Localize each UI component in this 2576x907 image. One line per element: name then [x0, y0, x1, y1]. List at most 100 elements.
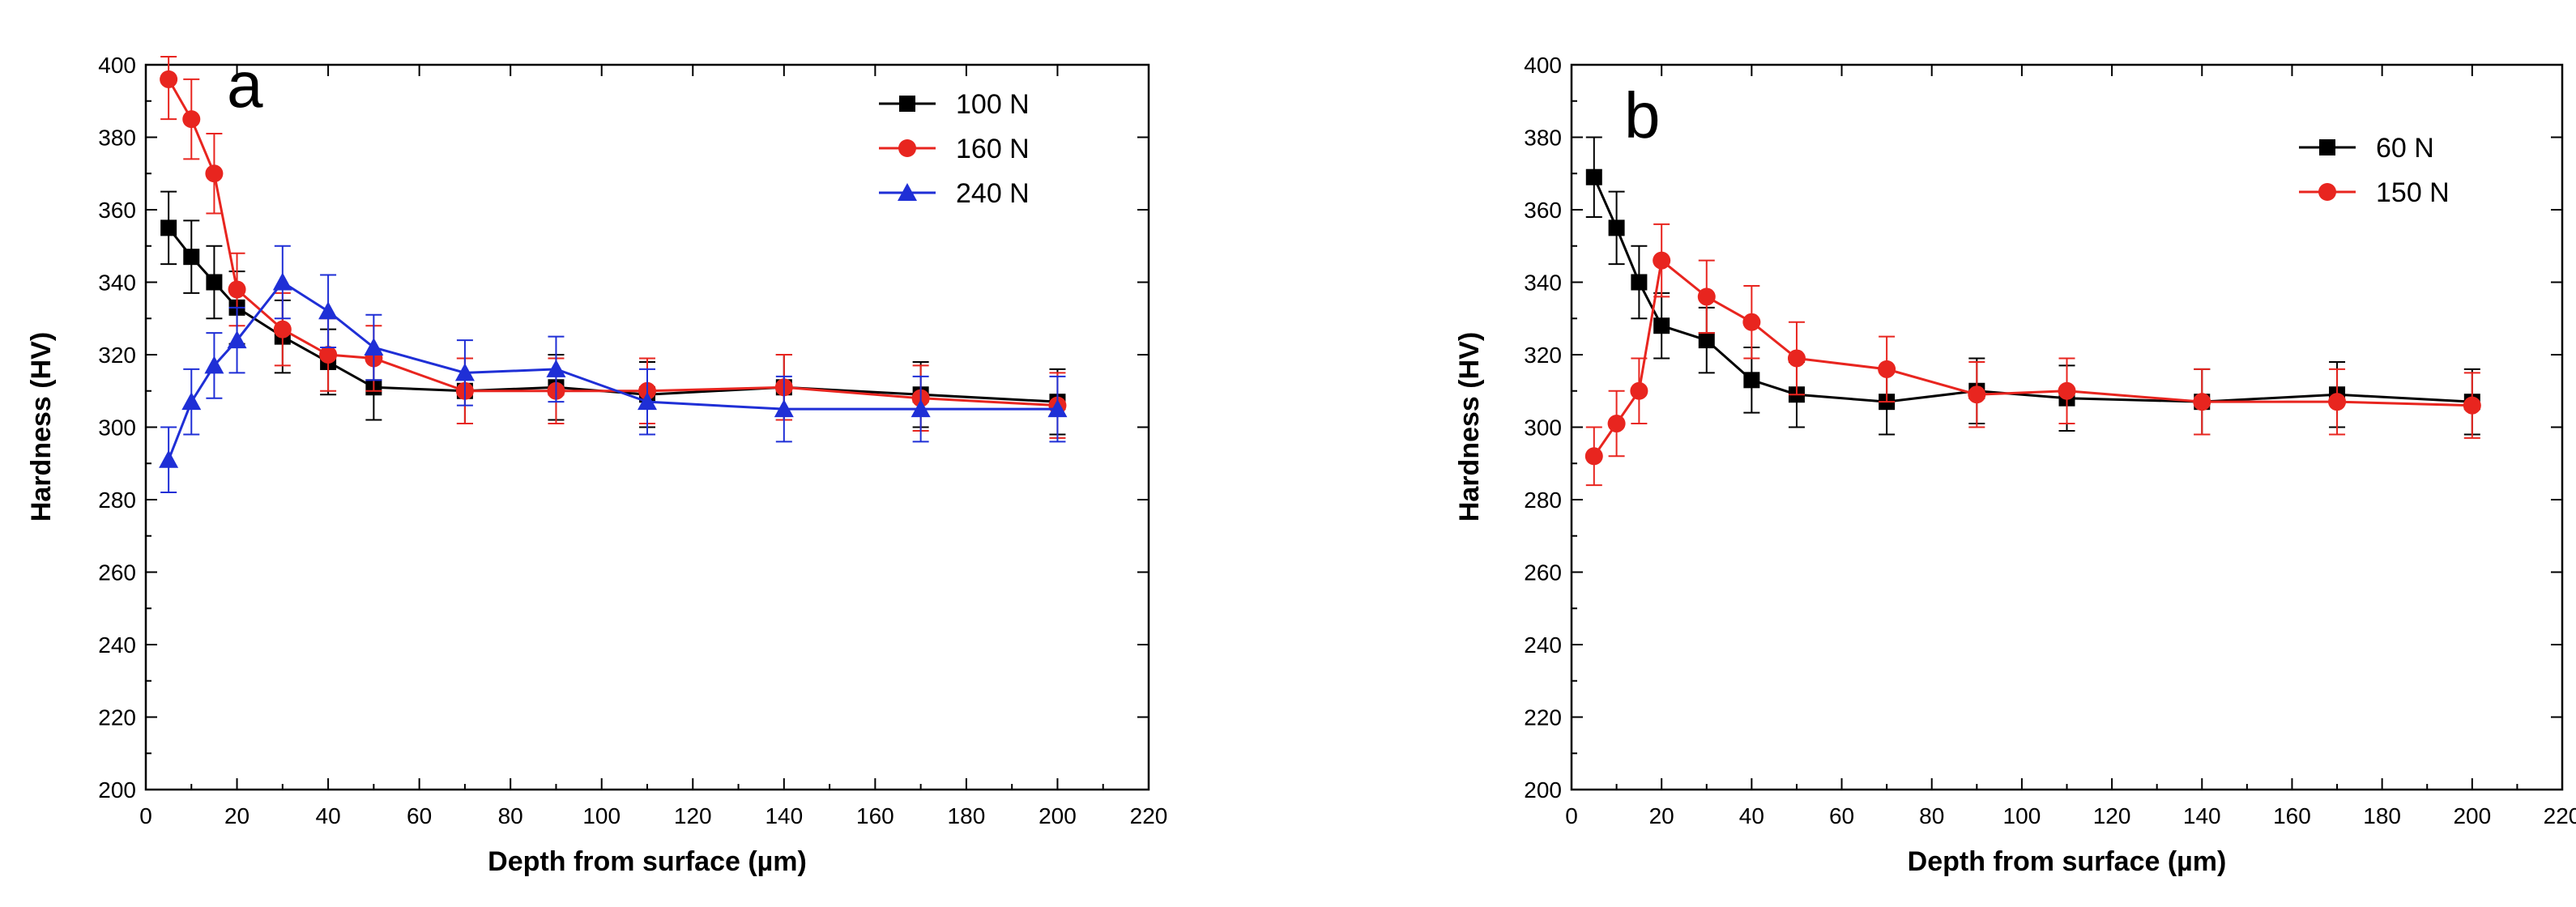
data-point [1742, 313, 1761, 331]
data-point [1743, 372, 1760, 389]
y-tick-label: 280 [98, 488, 136, 513]
legend-label: 60 N [2376, 133, 2434, 164]
data-point [911, 399, 931, 418]
x-tick-label: 200 [2453, 803, 2491, 828]
series-line [1593, 177, 2472, 403]
legend-label: 160 N [956, 134, 1030, 164]
y-tick-label: 200 [1524, 777, 1562, 803]
y-tick-label: 400 [98, 53, 136, 78]
data-point [1584, 447, 1603, 466]
x-axis-title: Depth from surface (µm) [1908, 846, 2227, 877]
legend-marker [898, 139, 916, 157]
x-tick-label: 60 [1829, 803, 1854, 828]
x-axis-title: Depth from surface (µm) [488, 846, 807, 877]
data-point [1878, 360, 1896, 378]
legend-marker [899, 96, 915, 112]
y-tick-label: 360 [98, 198, 136, 223]
y-tick-label: 240 [1524, 632, 1562, 658]
x-tick-label: 0 [139, 803, 152, 828]
x-tick-label: 200 [1039, 803, 1077, 828]
series-line [167, 79, 1058, 407]
series-150-n [1584, 223, 2481, 487]
data-point [1607, 415, 1626, 433]
y-axis-title: Hardness (HV) [26, 332, 57, 522]
data-point [1697, 287, 1716, 306]
data-point [206, 274, 223, 291]
y-tick-label: 220 [1524, 705, 1562, 730]
data-point [2058, 381, 2076, 400]
x-tick-label: 160 [856, 803, 894, 828]
legend: 60 N 150 N [2299, 133, 2450, 208]
x-tick-label: 100 [582, 803, 621, 828]
series-line [167, 280, 1058, 461]
legend: 100 N 160 N 240 N [879, 89, 1030, 209]
x-tick-label: 80 [498, 803, 523, 828]
y-tick-label: 360 [1524, 198, 1562, 223]
x-tick-label: 140 [2183, 803, 2221, 828]
y-tick-label: 340 [98, 270, 136, 296]
data-point [181, 392, 202, 411]
x-tick-label: 220 [1130, 803, 1168, 828]
data-point [2193, 393, 2211, 411]
y-tick-label: 220 [98, 705, 136, 730]
data-point [160, 70, 178, 88]
data-point [364, 338, 384, 356]
data-point [159, 449, 179, 468]
y-axis-title: Hardness (HV) [1454, 332, 1485, 522]
y-tick-label: 300 [1524, 415, 1562, 441]
data-point [204, 356, 224, 374]
legend-marker [2319, 139, 2335, 155]
chart-panel-b: 200 220 240 260 280 300 320 340 360 380 400 0 20 40 60… [1454, 53, 2576, 877]
data-point [182, 110, 201, 129]
data-point [228, 280, 246, 299]
data-point [546, 359, 566, 377]
y-tick-label: 260 [98, 560, 136, 586]
data-point [1968, 385, 1986, 404]
series-60-n [1585, 136, 2480, 436]
data-point [272, 272, 292, 291]
x-tick-label: 0 [1565, 803, 1578, 828]
y-tick-label: 400 [1524, 53, 1562, 78]
series-160-n [160, 56, 1067, 439]
legend-label: 100 N [956, 89, 1030, 120]
x-tick-label: 40 [316, 803, 341, 828]
data-point [774, 399, 794, 418]
data-point [1653, 251, 1671, 270]
data-point [454, 363, 475, 381]
data-point [1631, 274, 1648, 291]
x-tick-label: 120 [674, 803, 712, 828]
x-tick-label: 100 [2003, 803, 2041, 828]
x-tick-label: 40 [1739, 803, 1764, 828]
data-point [1787, 349, 1806, 368]
y-tick-label: 260 [1524, 560, 1562, 586]
y-tick-label: 320 [1524, 343, 1562, 368]
legend-marker [2318, 183, 2336, 201]
data-point [273, 320, 292, 339]
data-point [183, 249, 200, 266]
legend-marker [898, 183, 917, 201]
data-point [1585, 168, 1602, 185]
y-tick-label: 320 [98, 343, 136, 368]
x-tick-label: 120 [2093, 803, 2131, 828]
y-tick-label: 340 [1524, 270, 1562, 296]
panel-letter: b [1624, 79, 1661, 151]
data-point [2328, 393, 2347, 411]
x-tick-label: 80 [1919, 803, 1944, 828]
panel-letter: a [227, 49, 263, 121]
data-point [1653, 317, 1670, 334]
data-point [205, 164, 224, 183]
x-tick-label: 140 [765, 803, 803, 828]
data-point [319, 346, 338, 364]
legend-label: 150 N [2376, 177, 2450, 208]
legend-label: 240 N [956, 178, 1030, 209]
data-point [227, 330, 247, 349]
y-tick-label: 380 [98, 126, 136, 151]
y-tick-label: 300 [98, 415, 136, 441]
y-tick-label: 280 [1524, 488, 1562, 513]
data-point [1608, 219, 1625, 236]
data-point [1047, 399, 1068, 418]
x-tick-label: 60 [407, 803, 432, 828]
x-tick-label: 180 [2363, 803, 2401, 828]
data-point [2463, 396, 2481, 415]
